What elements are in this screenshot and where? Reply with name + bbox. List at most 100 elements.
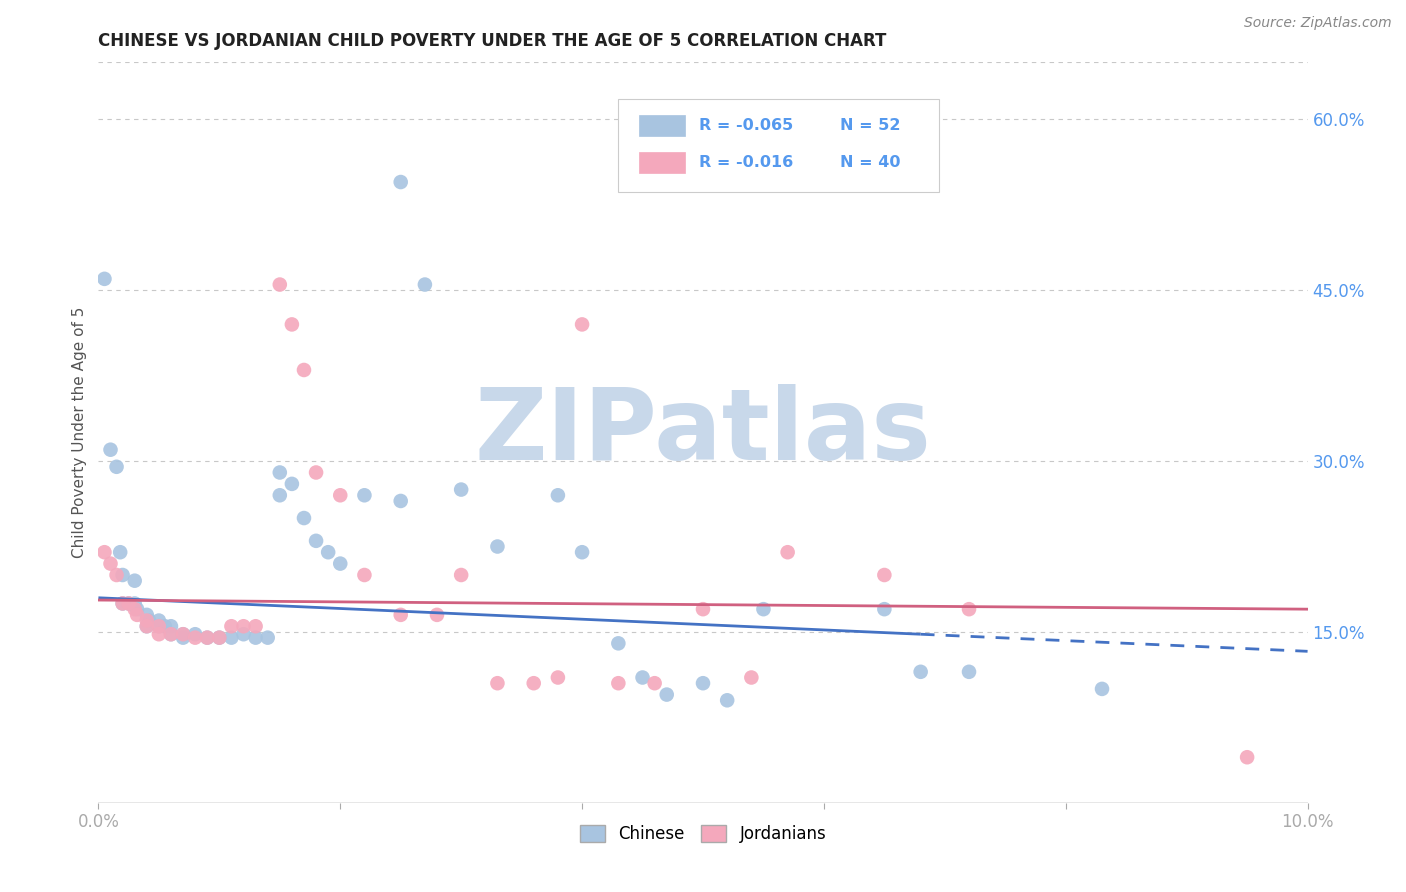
Point — [353, 488, 375, 502]
Point — [655, 688, 678, 702]
Point — [124, 574, 146, 588]
Point — [221, 619, 243, 633]
Point — [208, 631, 231, 645]
Point — [135, 619, 157, 633]
Point — [413, 277, 436, 292]
Point — [232, 627, 254, 641]
Point — [305, 533, 328, 548]
Point — [127, 602, 149, 616]
Point — [957, 665, 980, 679]
Point — [148, 627, 170, 641]
Point — [644, 676, 666, 690]
Point — [631, 671, 654, 685]
Point — [1091, 681, 1114, 696]
Point — [135, 614, 157, 628]
Point — [124, 597, 146, 611]
Point — [148, 619, 170, 633]
Point — [486, 676, 509, 690]
Text: R = -0.065: R = -0.065 — [699, 118, 793, 133]
FancyBboxPatch shape — [638, 152, 685, 173]
Point — [245, 619, 267, 633]
Point — [292, 363, 315, 377]
Point — [208, 631, 231, 645]
Point — [957, 602, 980, 616]
Point — [118, 597, 141, 611]
Point — [873, 602, 896, 616]
Point — [105, 459, 128, 474]
Point — [450, 483, 472, 497]
Point — [316, 545, 339, 559]
Point — [135, 619, 157, 633]
Point — [281, 318, 304, 332]
Point — [873, 568, 896, 582]
Point — [100, 442, 122, 457]
Point — [692, 676, 714, 690]
Point — [172, 631, 194, 645]
Point — [245, 631, 267, 645]
Text: Source: ZipAtlas.com: Source: ZipAtlas.com — [1244, 16, 1392, 30]
Point — [138, 614, 160, 628]
Point — [1236, 750, 1258, 764]
Point — [160, 627, 183, 641]
Point — [776, 545, 799, 559]
Point — [111, 597, 134, 611]
Point — [172, 627, 194, 641]
Point — [221, 631, 243, 645]
Point — [105, 568, 128, 582]
Point — [256, 631, 278, 645]
Point — [148, 619, 170, 633]
Point — [93, 272, 115, 286]
Point — [111, 568, 134, 582]
Text: ZIPatlas: ZIPatlas — [475, 384, 931, 481]
Point — [486, 540, 509, 554]
Point — [281, 476, 304, 491]
Point — [195, 631, 218, 645]
Point — [160, 619, 183, 633]
Point — [269, 488, 291, 502]
Point — [269, 466, 291, 480]
Point — [910, 665, 932, 679]
Point — [571, 545, 593, 559]
Point — [547, 488, 569, 502]
Point — [305, 466, 328, 480]
Point — [232, 619, 254, 633]
Point — [389, 494, 412, 508]
Point — [269, 277, 291, 292]
FancyBboxPatch shape — [619, 99, 939, 192]
Point — [118, 597, 141, 611]
Point — [93, 545, 115, 559]
Point — [607, 676, 630, 690]
Y-axis label: Child Poverty Under the Age of 5: Child Poverty Under the Age of 5 — [72, 307, 87, 558]
Text: R = -0.016: R = -0.016 — [699, 155, 793, 169]
Point — [100, 557, 122, 571]
Point — [135, 607, 157, 622]
Point — [692, 602, 714, 616]
Point — [329, 488, 352, 502]
Legend: Chinese, Jordanians: Chinese, Jordanians — [574, 819, 832, 850]
Point — [426, 607, 449, 622]
Point — [353, 568, 375, 582]
Point — [148, 614, 170, 628]
Point — [329, 557, 352, 571]
Point — [153, 619, 176, 633]
FancyBboxPatch shape — [638, 115, 685, 136]
Point — [607, 636, 630, 650]
Point — [571, 318, 593, 332]
Point — [195, 631, 218, 645]
Point — [547, 671, 569, 685]
Point — [108, 545, 131, 559]
Point — [292, 511, 315, 525]
Text: N = 52: N = 52 — [839, 118, 900, 133]
Point — [111, 597, 134, 611]
Point — [752, 602, 775, 616]
Point — [523, 676, 546, 690]
Point — [184, 631, 207, 645]
Text: CHINESE VS JORDANIAN CHILD POVERTY UNDER THE AGE OF 5 CORRELATION CHART: CHINESE VS JORDANIAN CHILD POVERTY UNDER… — [98, 32, 887, 50]
Point — [450, 568, 472, 582]
Point — [740, 671, 762, 685]
Point — [160, 627, 183, 641]
Point — [716, 693, 738, 707]
Point — [127, 607, 149, 622]
Point — [172, 627, 194, 641]
Text: N = 40: N = 40 — [839, 155, 900, 169]
